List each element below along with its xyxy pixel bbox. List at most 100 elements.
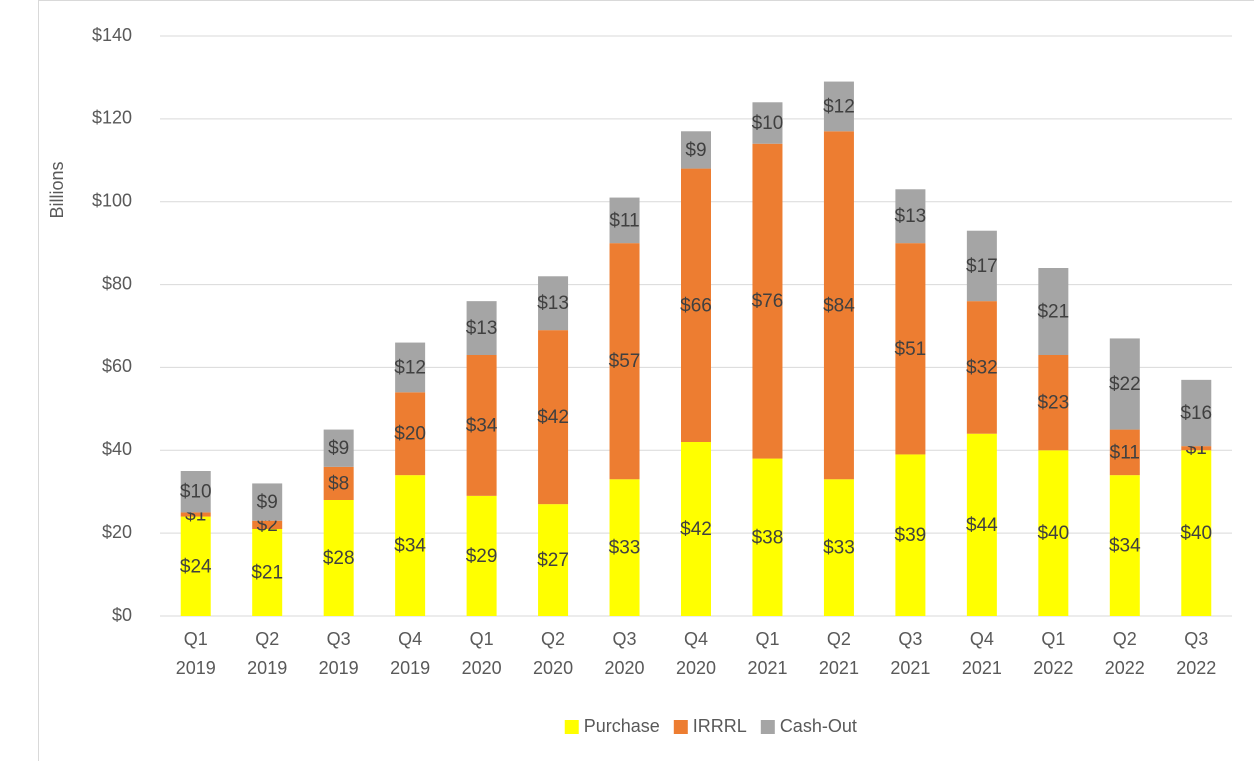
data-label: $84 (823, 295, 855, 316)
bar-segment (252, 520, 283, 529)
bar-segment (966, 301, 997, 434)
chart-frame (38, 0, 1254, 761)
bar-segment (180, 516, 211, 616)
x-tick-label: Q4 (970, 629, 994, 649)
x-tick-label: Q3 (1184, 629, 1208, 649)
bar-segment (466, 355, 497, 496)
data-label: $42 (537, 407, 569, 428)
y-tick-label: $140 (92, 25, 132, 45)
x-tick-label: 2019 (247, 658, 287, 678)
data-label: $22 (1109, 374, 1141, 395)
bar-segment (1109, 475, 1140, 616)
bar-segment (966, 230, 997, 302)
data-label: $34 (466, 415, 498, 436)
legend-swatch (760, 720, 775, 734)
x-tick-label: 2022 (1033, 658, 1073, 678)
bar-segment (823, 131, 854, 480)
data-label: $24 (180, 556, 212, 577)
y-tick-label: $80 (102, 273, 132, 293)
data-label: $9 (257, 492, 278, 513)
data-label: $51 (895, 339, 927, 360)
data-label: $17 (966, 256, 998, 277)
x-tick-label: Q4 (398, 629, 422, 649)
bar-segment (323, 500, 354, 616)
x-tick-label: Q4 (684, 629, 708, 649)
data-label: $76 (752, 291, 784, 312)
bar-segment (1109, 429, 1140, 476)
data-label: $8 (328, 473, 349, 494)
bar-segment (752, 458, 783, 616)
data-label: $23 (1037, 393, 1069, 414)
x-tick-label: Q3 (613, 629, 637, 649)
data-label: $13 (537, 293, 569, 314)
x-tick-label: Q2 (827, 629, 851, 649)
x-tick-label: 2020 (676, 658, 716, 678)
data-label: $12 (394, 357, 426, 378)
legend-label: Cash-Out (780, 716, 857, 736)
data-label: $16 (1180, 403, 1212, 424)
bar-segment (395, 392, 426, 476)
x-tick-label: Q1 (1041, 629, 1065, 649)
x-tick-label: 2019 (176, 658, 216, 678)
data-label: $27 (537, 550, 569, 571)
bar-segment (323, 466, 354, 500)
data-label: $34 (394, 536, 426, 557)
bar-segment (180, 471, 211, 513)
data-label: $11 (609, 210, 639, 231)
data-label: $10 (180, 482, 212, 503)
data-label: $20 (394, 424, 426, 445)
x-tick-label: 2022 (1105, 658, 1145, 678)
data-label: $66 (680, 295, 712, 316)
bar-segment (752, 102, 783, 144)
legend-label: IRRRL (693, 716, 747, 736)
bar-segment (1038, 355, 1069, 451)
x-tick-label: Q2 (1113, 629, 1137, 649)
bar-segment (323, 429, 354, 467)
data-label: $11 (1110, 442, 1140, 463)
bar-segment (538, 504, 569, 616)
bar-segment (895, 454, 926, 616)
x-tick-label: Q1 (184, 629, 208, 649)
bar-segment (252, 483, 283, 521)
bar-segment (752, 143, 783, 459)
y-axis-label: Billions (47, 161, 67, 218)
data-label: $57 (609, 351, 641, 372)
bar-segment (466, 301, 497, 355)
data-label: $42 (680, 519, 712, 540)
y-tick-label: $100 (92, 190, 132, 210)
y-tick-label: $40 (102, 439, 132, 459)
data-label: $40 (1180, 523, 1212, 544)
bar-segment (1181, 379, 1212, 447)
bar-segment (252, 529, 283, 616)
data-label: $28 (323, 548, 355, 569)
data-label: $34 (1109, 536, 1141, 557)
bar-segment (966, 433, 997, 616)
x-tick-label: 2022 (1176, 658, 1216, 678)
data-label: $39 (895, 525, 927, 546)
y-tick-label: $60 (102, 356, 132, 376)
x-tick-label: 2019 (390, 658, 430, 678)
data-label: $32 (966, 357, 998, 378)
data-label: $38 (752, 527, 784, 548)
bar-segment (681, 168, 711, 443)
x-tick-label: 2020 (533, 658, 573, 678)
bar-segment (538, 330, 569, 505)
legend-swatch (673, 720, 688, 734)
legend-label: Purchase (584, 716, 660, 736)
bar-segment (395, 475, 426, 616)
data-label: $21 (1037, 302, 1069, 323)
bar-segment (823, 479, 854, 616)
bar-segment (1038, 450, 1069, 616)
data-label: $9 (328, 438, 349, 459)
data-label: $10 (752, 113, 784, 134)
bar-segment (395, 342, 426, 393)
bar-segment (1038, 268, 1069, 355)
x-tick-label: 2021 (890, 658, 930, 678)
data-label: $13 (895, 206, 927, 227)
y-tick-label: $0 (112, 605, 132, 625)
x-tick-label: Q3 (898, 629, 922, 649)
x-tick-label: 2021 (962, 658, 1002, 678)
x-tick-label: Q1 (755, 629, 779, 649)
data-label: $9 (685, 140, 706, 161)
